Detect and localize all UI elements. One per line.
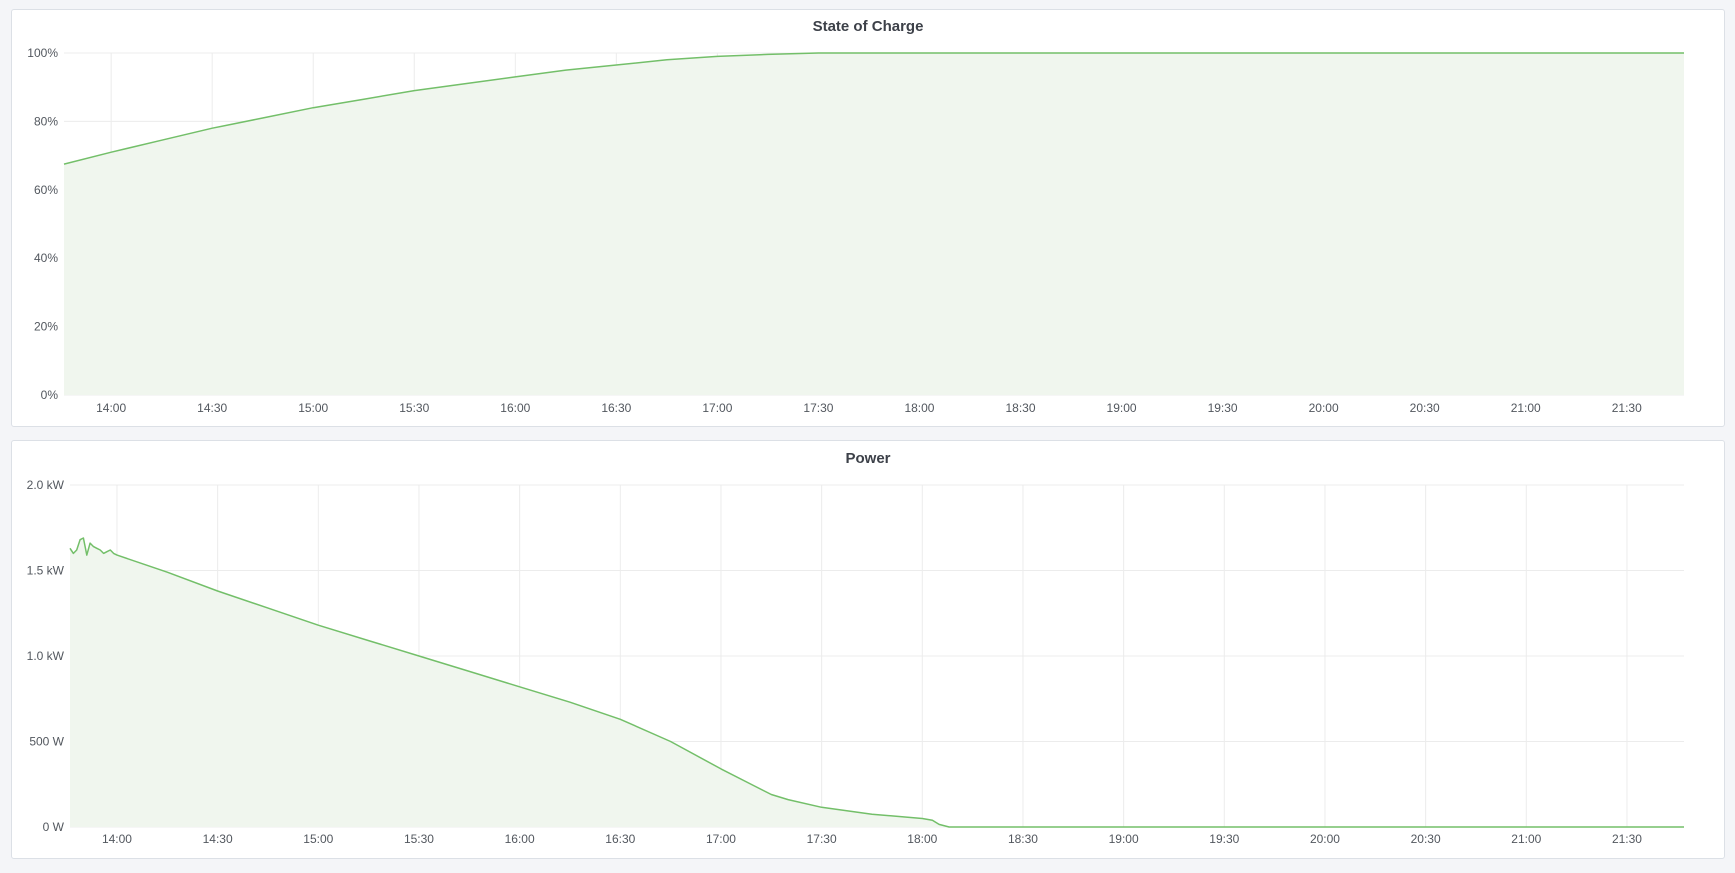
x-tick-label: 20:00 [1310, 832, 1340, 846]
y-tick-label: 60% [34, 183, 58, 197]
x-tick-label: 15:30 [404, 832, 434, 846]
x-tick-label: 17:00 [706, 832, 736, 846]
x-tick-label: 17:00 [702, 401, 732, 415]
x-tick-label: 21:00 [1511, 401, 1541, 415]
x-tick-label: 17:30 [807, 832, 837, 846]
x-tick-label: 21:00 [1511, 832, 1541, 846]
x-tick-label: 19:00 [1107, 401, 1137, 415]
y-tick-label: 2.0 kW [27, 478, 65, 492]
x-tick-label: 16:00 [500, 401, 530, 415]
y-tick-label: 1.5 kW [27, 564, 65, 578]
x-tick-label: 21:30 [1612, 832, 1642, 846]
series-area-fill [64, 53, 1684, 395]
y-tick-label: 500 W [29, 735, 64, 749]
y-tick-label: 0 W [43, 820, 65, 834]
x-tick-label: 20:00 [1309, 401, 1339, 415]
x-tick-label: 14:30 [197, 401, 227, 415]
x-tick-label: 14:00 [102, 832, 132, 846]
y-tick-label: 80% [34, 114, 58, 128]
y-tick-label: 40% [34, 251, 58, 265]
panel-title: Power [845, 450, 891, 467]
x-tick-label: 16:00 [505, 832, 535, 846]
y-tick-label: 20% [34, 320, 58, 334]
x-tick-label: 15:00 [298, 401, 328, 415]
x-tick-label: 15:00 [303, 832, 333, 846]
x-tick-label: 17:30 [803, 401, 833, 415]
x-tick-label: 19:30 [1208, 401, 1238, 415]
x-tick-label: 14:30 [203, 832, 233, 846]
y-tick-label: 100% [27, 46, 58, 60]
y-tick-label: 0% [41, 388, 59, 402]
series-line [69, 537, 1684, 828]
series-line [63, 52, 1684, 165]
x-tick-label: 19:30 [1209, 832, 1239, 846]
x-tick-label: 21:30 [1612, 401, 1642, 415]
x-tick-label: 18:30 [1005, 401, 1035, 415]
x-tick-label: 16:30 [601, 401, 631, 415]
x-tick-label: 20:30 [1411, 832, 1441, 846]
x-tick-label: 16:30 [605, 832, 635, 846]
x-tick-label: 14:00 [96, 401, 126, 415]
panel-title: State of Charge [812, 18, 924, 35]
x-tick-label: 19:00 [1109, 832, 1139, 846]
x-tick-label: 18:00 [907, 832, 937, 846]
x-tick-label: 18:00 [904, 401, 934, 415]
series-area-fill [70, 538, 1684, 827]
y-tick-label: 1.0 kW [27, 649, 65, 663]
x-tick-label: 20:30 [1410, 401, 1440, 415]
x-tick-label: 18:30 [1008, 832, 1038, 846]
x-tick-label: 15:30 [399, 401, 429, 415]
